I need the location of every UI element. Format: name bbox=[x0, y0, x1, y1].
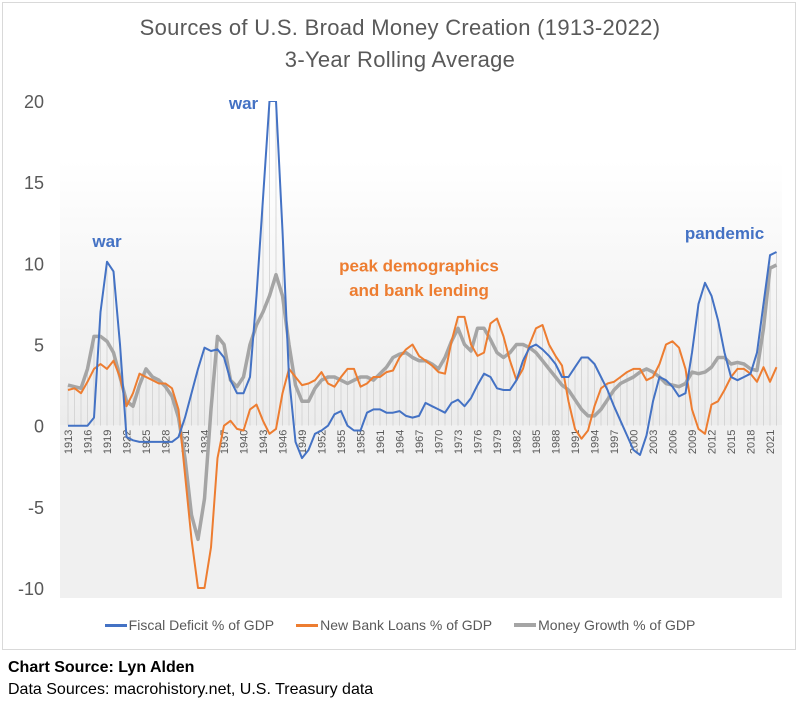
x-tick-label: 1919 bbox=[102, 430, 114, 454]
x-tick-label: 2015 bbox=[726, 430, 738, 454]
chart-title-block: Sources of U.S. Broad Money Creation (19… bbox=[0, 12, 800, 76]
x-tick-label: 1922 bbox=[122, 430, 134, 454]
x-tick-label: 1946 bbox=[278, 430, 290, 454]
x-tick-label: 1961 bbox=[375, 430, 387, 454]
x-tick-label: 1916 bbox=[83, 430, 95, 454]
annotation: war bbox=[228, 94, 259, 113]
x-tick-label: 2012 bbox=[707, 430, 719, 454]
x-tick-label: 1997 bbox=[609, 430, 621, 454]
series-line-money-growth-of-gdp bbox=[67, 263, 778, 542]
annotation: pandemic bbox=[685, 224, 764, 243]
annotation: war bbox=[91, 232, 122, 251]
x-tick-label: 1970 bbox=[434, 430, 446, 454]
series-line-fiscal-deficit-of-gdp bbox=[68, 101, 777, 460]
y-tick-label: -10 bbox=[18, 579, 44, 599]
x-tick-label: 2021 bbox=[765, 430, 777, 454]
legend-item-fiscal: Fiscal Deficit % of GDP bbox=[104, 617, 275, 633]
x-tick-label: 1958 bbox=[356, 430, 368, 454]
negative-band bbox=[60, 425, 782, 598]
x-tick-label: 1979 bbox=[492, 430, 504, 454]
chart-frame bbox=[2, 2, 796, 650]
legend-label: New Bank Loans % of GDP bbox=[320, 617, 493, 633]
legend-item-bank-loans: New Bank Loans % of GDP bbox=[296, 617, 492, 633]
x-tick-label: 1982 bbox=[512, 430, 524, 454]
x-tick-label: 2000 bbox=[629, 430, 641, 454]
y-tick-label: 0 bbox=[34, 417, 44, 437]
x-tick-label: 1949 bbox=[297, 430, 309, 454]
y-tick-label: 20 bbox=[24, 92, 44, 112]
chart-subtitle: 3-Year Rolling Average bbox=[284, 47, 516, 72]
x-tick-label: 1973 bbox=[453, 430, 465, 454]
x-tick-label: 1985 bbox=[531, 430, 543, 454]
series-line-new-bank-loans-of-gdp bbox=[67, 315, 778, 589]
x-tick-label: 1991 bbox=[570, 430, 582, 454]
x-tick-label: 2003 bbox=[648, 430, 660, 454]
y-tick-label: 15 bbox=[24, 173, 44, 193]
chart-source: Chart Source: Lyn Alden bbox=[8, 659, 195, 676]
y-tick-label: 10 bbox=[24, 254, 44, 274]
y-tick-label: -5 bbox=[28, 498, 44, 518]
legend-swatch bbox=[104, 623, 127, 627]
legend-swatch bbox=[514, 623, 537, 627]
x-tick-label: 1913 bbox=[63, 430, 75, 454]
x-tick-label: 1994 bbox=[590, 430, 602, 454]
legend: Fiscal Deficit % of GDP New Bank Loans %… bbox=[0, 617, 800, 633]
x-tick-label: 1976 bbox=[473, 430, 485, 454]
legend-label: Money Growth % of GDP bbox=[538, 617, 696, 633]
x-tick-label: 1952 bbox=[317, 430, 329, 454]
legend-swatch bbox=[296, 623, 319, 627]
x-tick-label: 1967 bbox=[414, 430, 426, 454]
x-tick-label: 1988 bbox=[551, 430, 563, 454]
data-sources: Data Sources: macrohistory.net, U.S. Tre… bbox=[8, 681, 374, 698]
x-tick-label: 2006 bbox=[668, 430, 680, 454]
x-tick-label: 1955 bbox=[336, 430, 348, 454]
x-tick-label: 1940 bbox=[239, 430, 251, 454]
x-tick-label: 2018 bbox=[746, 430, 758, 454]
x-tick-label: 1943 bbox=[258, 430, 270, 454]
annotation: peak demographics bbox=[339, 256, 499, 275]
annotation: and bank lending bbox=[349, 281, 489, 300]
x-tick-label: 1964 bbox=[395, 430, 407, 454]
x-tick-label: 2009 bbox=[687, 430, 699, 454]
legend-item-money-growth: Money Growth % of GDP bbox=[514, 617, 695, 633]
chart-title: Sources of U.S. Broad Money Creation (19… bbox=[139, 15, 661, 40]
y-tick-label: 5 bbox=[34, 336, 44, 356]
legend-label: Fiscal Deficit % of GDP bbox=[128, 617, 275, 633]
